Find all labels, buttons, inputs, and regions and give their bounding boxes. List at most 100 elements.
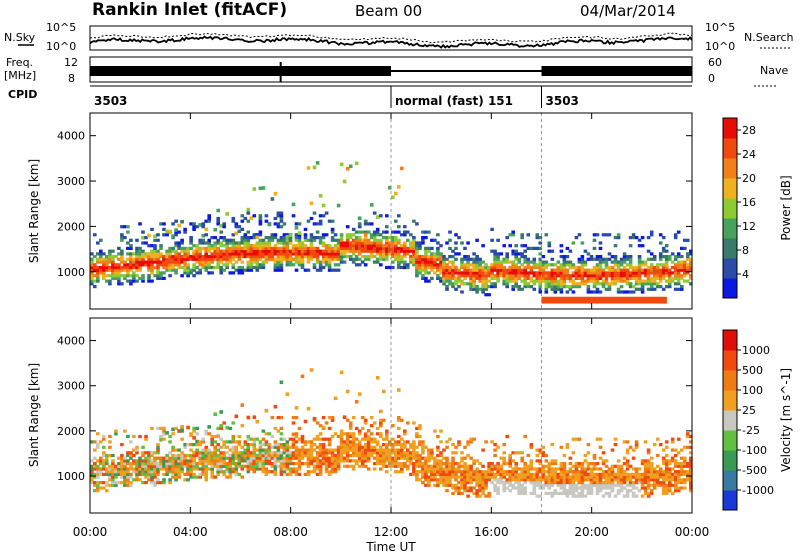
heat-cell — [463, 481, 467, 485]
heat-cell — [99, 459, 103, 463]
heat-cell — [108, 445, 112, 449]
heat-cell — [348, 424, 353, 428]
heat-cell — [655, 470, 660, 474]
heat-cell — [252, 464, 257, 468]
heat-cell — [646, 236, 651, 240]
heat-cell — [379, 462, 383, 466]
heat-cell — [451, 263, 455, 267]
heat-cell — [622, 462, 627, 466]
heat-cell — [321, 252, 326, 256]
heat-cell — [165, 229, 169, 234]
heat-cell — [210, 470, 214, 474]
heat-cell — [186, 274, 190, 278]
heat-cell — [391, 252, 395, 256]
heat-cell — [680, 260, 684, 264]
heat-cell — [165, 470, 169, 474]
heat-cell — [496, 265, 500, 270]
heat-cell — [375, 440, 380, 444]
heat-cell — [135, 472, 139, 476]
heat-cell — [415, 265, 419, 270]
heat-cell — [683, 464, 687, 468]
heat-cell — [571, 481, 576, 485]
heat-cell — [469, 481, 473, 485]
heat-cell — [490, 481, 494, 485]
heat-cell — [339, 434, 344, 439]
heat-cell — [135, 260, 139, 264]
heat-cell — [481, 271, 485, 275]
heat-cell — [634, 271, 639, 275]
heat-cell — [514, 464, 518, 468]
heat-cell — [382, 255, 386, 259]
heat-cell — [433, 257, 437, 261]
heat-cell — [625, 478, 630, 482]
heat-cell — [472, 459, 476, 463]
heat-cell — [90, 257, 94, 261]
heat-cell — [270, 197, 275, 201]
heat-cell — [222, 421, 226, 425]
heat-cell — [526, 257, 531, 261]
heat-cell — [135, 462, 139, 466]
heat-cell — [108, 274, 112, 278]
heat-cell — [288, 459, 293, 463]
heat-cell — [177, 260, 181, 264]
heat-cell — [363, 421, 368, 425]
heat-cell — [583, 260, 588, 264]
heat-cell — [394, 255, 398, 259]
heat-cell — [442, 255, 446, 259]
heat-cell — [658, 475, 663, 479]
heat-cell — [553, 478, 558, 482]
heat-cell — [261, 252, 266, 256]
heat-cell — [327, 257, 332, 261]
heat-cell — [475, 285, 479, 289]
heat-cell — [192, 475, 196, 479]
heat-cell — [129, 440, 133, 444]
heat-cell — [415, 268, 419, 272]
heat-cell — [159, 276, 163, 280]
heat-cell — [351, 437, 356, 441]
heat-cell — [120, 464, 124, 468]
heat-cell — [300, 255, 305, 259]
heat-cell — [237, 459, 242, 463]
heat-cell — [637, 489, 642, 493]
heat-cell — [421, 475, 425, 479]
heat-cell — [664, 486, 669, 490]
heat-cell — [475, 263, 479, 267]
heat-cell — [676, 472, 681, 476]
heat-cell — [451, 249, 455, 253]
heat-cell — [526, 263, 531, 267]
heat-cell — [445, 483, 449, 487]
heat-cell — [538, 265, 543, 270]
noise-panel: N.Sky 10^5 10^0 10^5 10^0 N.Search — [4, 21, 794, 53]
heat-cell — [210, 472, 214, 476]
heat-cell — [454, 257, 458, 261]
heat-cell — [366, 246, 371, 250]
heat-cell — [397, 434, 401, 439]
heat-cell — [538, 274, 543, 278]
heat-cell — [126, 475, 130, 479]
heat-cell — [213, 434, 217, 439]
heat-cell — [225, 451, 229, 455]
heat-cell — [282, 451, 287, 455]
heat-cell — [114, 481, 118, 485]
heat-cell — [282, 456, 287, 460]
heat-cell — [321, 233, 326, 237]
colorbar-swatch — [723, 430, 737, 451]
heat-cell — [348, 464, 353, 468]
heat-cell — [174, 426, 178, 430]
heat-cell — [391, 459, 395, 463]
heat-cell — [472, 271, 476, 275]
heat-cell — [216, 208, 220, 213]
heat-cell — [451, 451, 455, 455]
heat-cell — [583, 494, 588, 498]
heat-cell — [664, 489, 669, 493]
heat-cell — [505, 257, 509, 261]
heat-cell — [526, 260, 531, 264]
heat-cell — [114, 271, 118, 275]
heat-cell — [529, 472, 534, 476]
heat-cell — [686, 279, 690, 283]
heat-cell — [363, 432, 368, 436]
heat-cell — [616, 233, 621, 237]
heat-cell — [309, 448, 314, 452]
heat-cell — [655, 263, 660, 267]
heat-cell — [288, 238, 293, 242]
